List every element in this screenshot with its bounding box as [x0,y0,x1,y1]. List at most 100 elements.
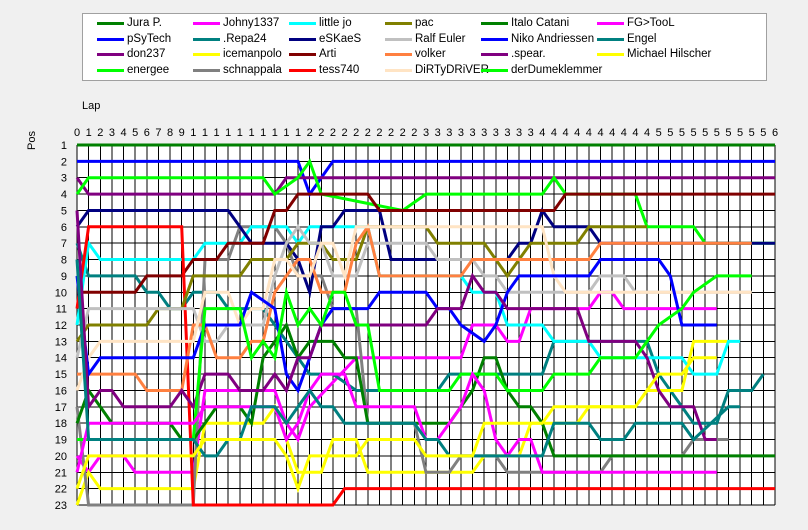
legend-label: schnappala [223,63,282,76]
y-tick-label: 7 [61,238,67,250]
legend-label: FG>TooL [627,17,675,29]
x-tick-label: 3 [446,127,452,139]
x-tick-label: 2 [388,127,394,139]
x-tick-label: 4 [644,127,650,139]
legend-swatch [597,53,624,56]
y-tick-label: 8 [61,255,67,267]
y-tick-label: 10 [55,287,67,299]
x-tick-label: 5 [679,127,685,139]
legend-label: Niko Andriessen [511,32,595,45]
legend-label: tess740 [319,63,360,76]
x-tick-label: 2 [365,127,371,139]
legend-swatch [289,22,316,25]
y-tick-label: 5 [61,205,67,217]
y-tick-label: 18 [55,418,67,430]
chart-legend: Jura P. pSyTech don237 energee Johny1337 .Rep… [82,13,767,81]
x-tick-label: 4 [586,127,592,139]
x-tick-label: 2 [342,127,348,139]
x-tick-label: 1 [202,127,208,139]
series-line-energee [75,158,775,245]
x-tick-label: 1 [86,127,92,139]
x-tick-label: 9 [179,127,185,139]
x-tick-label: 5 [132,127,138,139]
x-tick-label: 6 [144,127,150,139]
legend-label: eSKaeS [319,32,362,45]
x-tick-label: 0 [74,127,80,139]
legend-swatch [385,68,412,72]
legend-swatch [385,53,412,56]
x-tick-label: 5 [737,127,743,139]
x-tick-label: 4 [621,127,627,139]
x-tick-label: 3 [493,127,499,139]
legend-swatch [481,53,508,56]
series-line-schnappala [75,225,729,507]
x-tick-label: 1 [272,127,278,139]
legend-label: Jura P. [127,17,162,29]
series-line-eskaes [75,207,775,299]
x-tick-label: 3 [458,127,464,139]
legend-label: Engel [627,32,657,45]
series-line-psytech [77,159,775,198]
x-tick-label: 3 [516,127,522,139]
x-tick-label: 1 [283,127,289,139]
legend-swatch [289,37,316,41]
legend-label: don237 [127,48,166,60]
y-tick-label: 17 [55,402,67,414]
legend-swatch [597,22,624,25]
x-tick-label: 3 [469,127,475,139]
x-tick-label: 2 [318,127,324,139]
x-tick-label: 4 [120,127,126,139]
x-tick-label: 2 [307,127,313,139]
x-tick-label: 4 [632,127,638,139]
legend-swatch [97,68,124,72]
x-tick-label: 1 [260,127,266,139]
legend-label: Arti [319,48,337,60]
y-tick-label: 2 [61,156,67,168]
x-axis-title: Lap [82,100,101,112]
x-tick-label: 5 [714,127,720,139]
x-tick-label: 3 [528,127,534,139]
legend-swatch [193,37,220,41]
x-tick-label: 3 [481,127,487,139]
x-tick-label: 2 [411,127,417,139]
legend-swatch [193,22,220,25]
y-tick-label: 23 [55,500,67,512]
y-tick-label: 3 [61,173,67,185]
x-tick-label: 5 [667,127,673,139]
legend-swatch [97,22,124,25]
y-tick-label: 11 [56,304,67,316]
y-tick-label: 9 [61,271,67,283]
legend-swatch [481,37,508,41]
legend-label: Michael Hilscher [627,48,712,60]
series-line-tess740 [75,225,775,507]
y-tick-label: 13 [55,336,67,348]
x-tick-label: 2 [400,127,406,139]
y-tick-label: 19 [55,435,67,447]
legend-swatch [597,37,624,41]
legend-label: little jo [319,17,352,29]
y-tick-label: 20 [55,451,67,463]
legend-swatch [481,68,508,72]
legend-label: energee [127,63,170,76]
x-tick-label: 5 [702,127,708,139]
x-tick-label: 5 [656,127,662,139]
legend-label: Italo Catani [511,17,570,29]
series-line-dirtydriver [75,225,752,392]
legend-label: .Repa24 [223,32,267,45]
x-tick-label: 3 [423,127,429,139]
legend-swatch [385,22,412,25]
y-tick-label: 6 [61,222,67,234]
series-line-derdumeklemmer [77,274,752,441]
legend-label: DiRTyDRiVER [415,63,489,76]
x-tick-label: 5 [749,127,755,139]
x-tick-label: 1 [237,127,243,139]
y-tick-label: 4 [61,189,67,201]
y-tick-label: 14 [55,353,67,365]
x-tick-label: 4 [597,127,603,139]
x-tick-label: 5 [725,127,731,139]
series-lines [75,143,775,507]
y-tick-label: 16 [55,385,67,397]
x-tick-label: 3 [109,127,115,139]
